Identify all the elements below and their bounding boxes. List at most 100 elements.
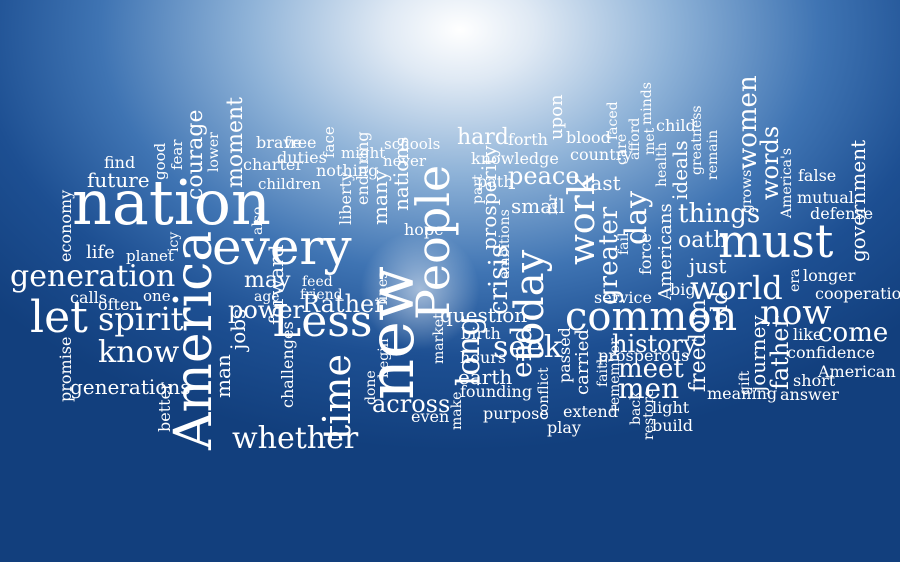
cloud-word: good <box>151 142 169 180</box>
cloud-word: nation <box>72 166 271 239</box>
cloud-word: power <box>228 296 305 324</box>
cloud-word: calls <box>70 288 107 307</box>
cloud-word: father <box>766 316 794 390</box>
cloud-word: health <box>654 142 670 187</box>
cloud-word: free <box>284 133 317 152</box>
cloud-word: icy <box>166 231 182 252</box>
cloud-word: across <box>372 390 451 418</box>
cloud-word: earth <box>458 365 513 389</box>
cloud-word: remain <box>705 129 721 180</box>
cloud-word: meet <box>618 354 684 384</box>
cloud-word: extend <box>563 402 618 421</box>
cloud-word: generation <box>10 259 176 294</box>
cloud-word: passed <box>555 327 574 383</box>
cloud-word: force <box>636 233 655 275</box>
cloud-word: purpose <box>483 404 549 423</box>
cloud-word: promise <box>56 336 75 403</box>
cloud-word: men <box>618 372 680 405</box>
cloud-word: afford <box>627 117 643 160</box>
cloud-word: lower <box>206 132 222 172</box>
cloud-word: blood <box>566 128 611 147</box>
cloud-word: service <box>594 288 652 307</box>
cloud-word: moment <box>223 97 248 188</box>
cloud-word: duties <box>277 148 327 167</box>
cloud-word: upon <box>546 94 567 140</box>
cloud-word: old <box>708 290 733 325</box>
cloud-word: seek <box>493 330 563 365</box>
cloud-word: longer <box>803 266 856 285</box>
cloud-word: charter <box>243 155 303 174</box>
cloud-word: liberty <box>336 171 355 225</box>
cloud-word: question <box>440 303 528 327</box>
cloud-word: meaning <box>707 384 778 403</box>
cloud-word: brave <box>256 133 302 152</box>
cloud-word: many <box>368 169 392 225</box>
cloud-word: American <box>818 362 896 381</box>
cloud-word: People <box>406 164 460 320</box>
cloud-word: challenges <box>278 321 297 408</box>
cloud-word: grows <box>739 169 755 213</box>
cloud-word: future <box>87 168 150 192</box>
cloud-word: play <box>547 418 581 437</box>
cloud-word: better <box>155 382 174 432</box>
cloud-word: may <box>244 268 291 293</box>
cloud-word: remember <box>607 338 623 412</box>
cloud-word: schools <box>384 135 441 153</box>
cloud-word: also <box>250 206 266 235</box>
cloud-word: jobs <box>226 308 250 350</box>
cloud-word: prosperous <box>598 346 690 365</box>
cloud-word: journey <box>746 315 770 392</box>
cloud-word: conflict <box>536 367 552 420</box>
cloud-word: peace <box>508 162 580 190</box>
cloud-word: era <box>787 268 803 292</box>
cloud-word: part <box>470 174 486 204</box>
cloud-word: founding <box>460 382 533 401</box>
cloud-word: country <box>570 145 633 164</box>
cloud-word: never <box>383 152 427 170</box>
cloud-word: find <box>104 153 136 172</box>
cloud-word: hard <box>457 125 509 150</box>
cloud-word: even <box>411 407 450 426</box>
cloud-word: mutual <box>797 188 854 207</box>
cloud-word: friend <box>300 287 343 303</box>
cloud-word: might <box>341 144 386 162</box>
cloud-word: cooperation <box>815 284 900 303</box>
cloud-word: history <box>612 330 697 358</box>
cloud-word: man <box>211 354 235 398</box>
cloud-word: like <box>793 325 823 344</box>
cloud-word: common <box>565 294 738 340</box>
cloud-word: birth <box>461 324 501 343</box>
cloud-word: knowledge <box>471 149 559 168</box>
cloud-word: planet <box>126 247 174 265</box>
cloud-word: forth <box>508 130 548 149</box>
cloud-word: economy <box>56 189 75 262</box>
cloud-word: forward <box>264 244 288 325</box>
cloud-word: things <box>678 199 761 229</box>
cloud-word: confidence <box>787 343 876 362</box>
cloud-word: ideals <box>668 140 692 200</box>
cloud-word: Less <box>272 296 373 347</box>
cloud-word: begin <box>376 338 392 378</box>
cloud-word: come <box>818 318 889 348</box>
cloud-word: courage <box>183 109 208 200</box>
cloud-word: build <box>652 416 694 435</box>
cloud-word: life <box>86 242 115 263</box>
cloud-word: Americans <box>655 203 676 300</box>
cloud-word: fail <box>616 232 632 255</box>
cloud-word: far <box>545 194 561 215</box>
cloud-word: just <box>689 254 727 278</box>
cloud-word: false <box>798 166 837 185</box>
cloud-word: every <box>212 218 352 276</box>
cloud-word: spirit <box>98 300 184 338</box>
cloud-word: fear <box>168 139 186 170</box>
cloud-word: path <box>477 172 514 191</box>
cloud-word: nothing <box>316 161 379 180</box>
cloud-word: Rather <box>302 290 386 318</box>
cloud-word: children <box>258 175 321 193</box>
cloud-word: world <box>690 269 783 307</box>
cloud-word: nations <box>389 136 413 211</box>
cloud-word: hope <box>404 220 444 239</box>
cloud-word: greatness <box>689 105 705 175</box>
cloud-word: often <box>98 295 140 314</box>
